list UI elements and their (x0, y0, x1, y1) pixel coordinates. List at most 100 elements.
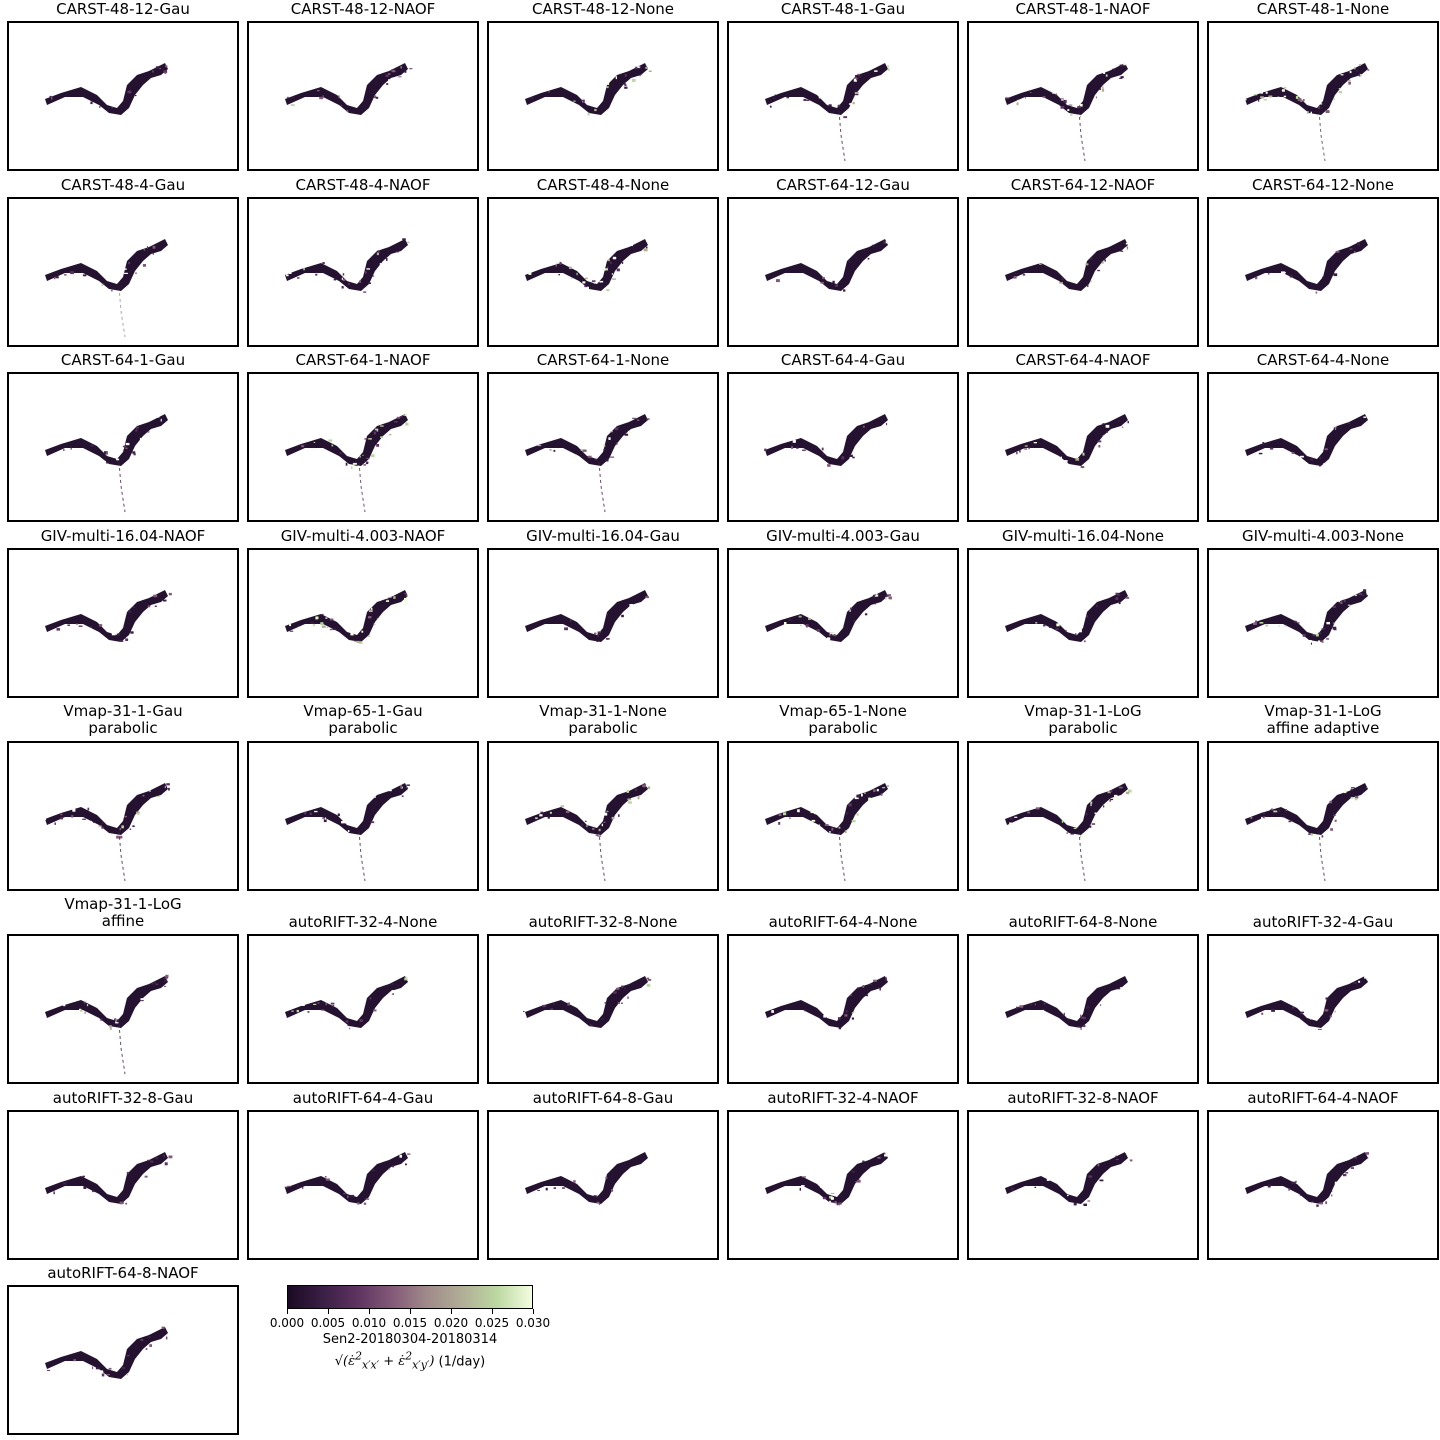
strain-speckle (887, 599, 890, 601)
strain-speckle (872, 604, 876, 607)
strain-speckle (549, 449, 553, 451)
strain-speckle (873, 979, 877, 982)
subplot-axes (7, 21, 239, 171)
strain-speckle (389, 433, 392, 436)
glacier-strain-field (45, 414, 168, 466)
strain-map (45, 414, 168, 513)
subplot-axes (487, 197, 719, 347)
strain-speckle (1333, 427, 1336, 430)
strain-speckle (350, 1194, 355, 1197)
strain-map (1245, 238, 1368, 294)
strain-speckle (90, 101, 93, 105)
strain-speckle (1092, 822, 1096, 824)
subplot-title: CARST-64-12-None (1251, 176, 1394, 194)
strain-speckle (1348, 81, 1351, 85)
strain-speckle (838, 1202, 842, 1205)
strain-speckle (1115, 1159, 1119, 1161)
glacier-strain-field (285, 239, 408, 291)
strain-speckle (345, 462, 348, 466)
strain-speckle (1073, 1202, 1077, 1206)
strain-speckle (611, 273, 613, 275)
strain-speckle (1067, 109, 1070, 111)
strain-speckle (1354, 251, 1356, 253)
subplot-title: Vmap-31-1-LoG affine adaptive (1264, 702, 1382, 737)
strain-speckle (854, 91, 859, 95)
strain-speckle (114, 1019, 116, 1021)
strain-speckle (1102, 86, 1104, 89)
strain-speckle (1115, 592, 1119, 595)
subplot-axes (487, 934, 719, 1084)
strain-speckle (165, 974, 169, 978)
strain-speckle (284, 1186, 287, 1189)
strain-speckle (1318, 106, 1321, 109)
strain-speckle (1299, 1194, 1302, 1196)
strain-speckle (363, 291, 367, 293)
strain-speckle (82, 818, 86, 820)
strain-speckle (155, 983, 159, 985)
glacier-strain-field (765, 590, 888, 642)
strain-speckle (592, 827, 595, 830)
strain-speckle (391, 69, 395, 71)
strain-speckle (612, 256, 617, 260)
subplot-axes (727, 741, 959, 891)
strain-speckle (63, 449, 65, 451)
strain-speckle (1067, 1194, 1069, 1197)
strain-speckle (1043, 624, 1046, 627)
strain-speckle (560, 805, 564, 807)
strain-speckle (156, 795, 160, 798)
strain-speckle (1063, 100, 1065, 103)
strain-speckle (1109, 800, 1112, 802)
strain-speckle (585, 277, 588, 280)
strain-speckle (874, 603, 876, 605)
subplot-title: autoRIFT-64-8-None (1008, 913, 1158, 931)
strain-speckle (98, 825, 102, 827)
subplot-title: CARST-48-12-NAOF (290, 0, 436, 18)
strain-speckle (1353, 1157, 1357, 1159)
strain-speckle (603, 445, 606, 447)
strain-speckle (884, 1152, 886, 1155)
strain-speckle (530, 97, 534, 99)
strain-speckle (1122, 425, 1126, 428)
strain-speckle (615, 427, 619, 431)
subplot-axes (247, 741, 479, 891)
strain-speckle (778, 813, 782, 816)
strain-speckle (804, 1009, 806, 1012)
strain-speckle (337, 813, 340, 817)
strain-speckle (330, 1002, 335, 1005)
strain-speckle (1043, 1003, 1045, 1005)
strain-speckle (1110, 1168, 1114, 1171)
strain-speckle (587, 455, 592, 458)
strain-speckle (1068, 104, 1073, 106)
strain-speckle (119, 640, 124, 642)
strain-map (285, 590, 408, 644)
strain-speckle (594, 632, 597, 635)
strain-speckle (549, 811, 552, 814)
strain-speckle (1116, 797, 1119, 801)
strain-speckle (556, 262, 558, 264)
strain-speckle (1042, 96, 1046, 98)
strain-speckle (1324, 1009, 1329, 1012)
strain-speckle (297, 277, 300, 279)
strain-map (43, 783, 170, 882)
glacier-strain-field (45, 63, 168, 115)
strain-speckle (407, 1153, 411, 1155)
strain-speckle (82, 1175, 85, 1178)
glacier-tributary (118, 830, 126, 882)
glacier-strain-field (1245, 976, 1368, 1028)
strain-speckle (589, 1024, 593, 1027)
strain-speckle (1334, 1011, 1336, 1013)
strain-speckle (1024, 445, 1028, 447)
strain-speckle (1109, 1169, 1111, 1171)
strain-speckle (316, 89, 320, 92)
strain-speckle (1116, 988, 1121, 990)
subplot-title: CARST-64-4-NAOF (1015, 351, 1151, 369)
strain-speckle (386, 803, 391, 806)
strain-speckle (102, 283, 105, 285)
colorbar-tick-label: 0.030 (515, 1316, 551, 1330)
subplot-title: autoRIFT-32-8-NAOF (1007, 1089, 1159, 1107)
strain-speckle (634, 1166, 638, 1168)
strain-speckle (1292, 1006, 1294, 1009)
strain-speckle (394, 605, 397, 609)
strain-speckle (401, 795, 404, 797)
strain-speckle (1258, 99, 1260, 102)
